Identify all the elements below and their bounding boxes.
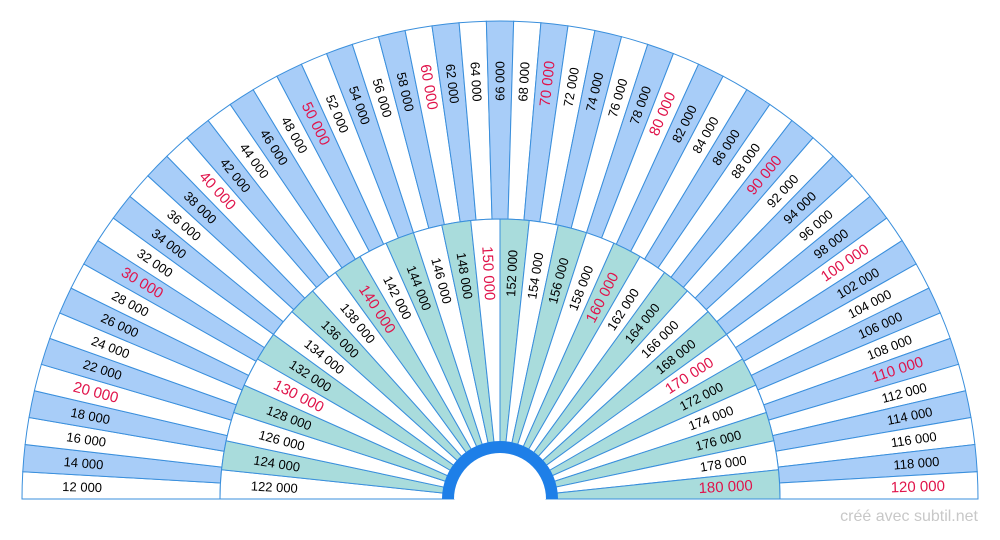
inner-label-14: 148 000 [454,251,476,300]
outer-label-26: 62 000 [443,63,462,104]
outer-label-54: 118 000 [893,454,940,473]
outer-label-2: 14 000 [63,454,104,472]
credit-text: créé avec subtil.net [840,508,978,525]
outer-label-55: 120 000 [890,478,945,497]
inner-label-1: 122 000 [250,478,298,495]
outer-label-28: 66 000 [493,61,508,101]
inner-label-16: 152 000 [503,249,520,297]
inner-label-2: 124 000 [252,453,301,475]
inner-label-30: 180 000 [698,477,753,497]
outer-label-31: 72 000 [560,66,582,108]
outer-label-53: 116 000 [890,429,938,450]
outer-label-29: 68 000 [515,61,532,102]
hub-ring [442,441,558,499]
hub-center [454,453,546,499]
inner-label-17: 154 000 [524,251,546,300]
outer-label-27: 64 000 [468,61,485,102]
inner-label-29: 178 000 [699,453,748,475]
sectors [21,20,979,500]
inner-label-15: 150 000 [478,246,498,301]
outer-label-3: 16 000 [66,429,107,450]
outer-label-1: 12 000 [62,479,102,495]
outer-label-30: 70 000 [537,60,559,108]
hub [442,441,558,499]
